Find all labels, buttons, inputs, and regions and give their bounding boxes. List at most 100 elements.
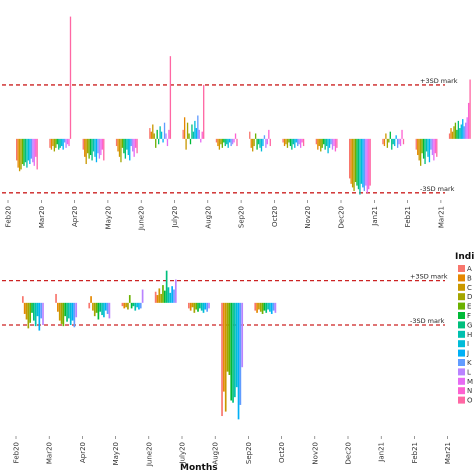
bar bbox=[231, 138, 234, 145]
bar bbox=[156, 129, 158, 139]
bar bbox=[92, 138, 95, 152]
bar bbox=[237, 302, 240, 420]
bar bbox=[415, 138, 417, 150]
bar bbox=[75, 302, 78, 318]
bar bbox=[189, 302, 192, 311]
bar bbox=[321, 138, 323, 148]
bar bbox=[194, 120, 196, 139]
bar bbox=[108, 302, 111, 319]
bar bbox=[120, 138, 122, 163]
bar bbox=[396, 138, 399, 148]
bar bbox=[274, 302, 277, 313]
bar bbox=[150, 131, 152, 139]
bar bbox=[66, 138, 69, 145]
x-tick-label: Sep20 bbox=[245, 442, 253, 464]
bar bbox=[24, 138, 27, 163]
bar bbox=[259, 302, 262, 312]
bar bbox=[265, 138, 267, 148]
bar bbox=[87, 138, 89, 154]
x-tick-label: Feb21 bbox=[404, 206, 412, 227]
bar bbox=[126, 138, 128, 150]
bar bbox=[221, 138, 223, 148]
bar bbox=[66, 302, 68, 322]
reference-line-label: +3SD mark bbox=[420, 77, 458, 85]
bar bbox=[422, 138, 425, 159]
bar bbox=[134, 138, 137, 148]
bar bbox=[430, 138, 432, 150]
bar bbox=[202, 302, 205, 313]
bar bbox=[456, 129, 458, 139]
bar bbox=[234, 302, 236, 398]
bar bbox=[453, 126, 455, 139]
bar bbox=[91, 138, 93, 161]
x-tick-label: Dec20 bbox=[338, 206, 346, 228]
bar bbox=[193, 302, 196, 313]
bar bbox=[169, 56, 172, 139]
bar bbox=[324, 138, 326, 150]
bar bbox=[395, 135, 397, 139]
bar bbox=[350, 138, 352, 184]
bar bbox=[229, 138, 231, 143]
legend-swatch bbox=[458, 312, 465, 319]
bar bbox=[36, 138, 38, 170]
bar bbox=[466, 117, 468, 139]
bar bbox=[457, 120, 460, 139]
bar bbox=[90, 296, 92, 303]
bar bbox=[386, 138, 389, 148]
bar bbox=[220, 138, 222, 145]
bar bbox=[98, 138, 101, 159]
bar bbox=[232, 302, 234, 403]
bar bbox=[265, 302, 268, 313]
legend-swatch bbox=[458, 368, 465, 376]
bar bbox=[52, 138, 54, 147]
bar bbox=[292, 138, 294, 145]
bar bbox=[68, 138, 70, 147]
x-tick-label: June20 bbox=[138, 206, 146, 231]
bar bbox=[101, 302, 103, 316]
bar bbox=[369, 138, 371, 186]
bar bbox=[30, 138, 32, 159]
legend-swatch bbox=[458, 359, 465, 366]
x-tick-label: Oct20 bbox=[271, 206, 279, 227]
bar bbox=[188, 133, 190, 139]
x-tick-label: Dec20 bbox=[345, 442, 353, 464]
bar bbox=[398, 138, 400, 145]
bar bbox=[195, 302, 198, 310]
bar bbox=[450, 128, 452, 139]
bar bbox=[331, 138, 334, 150]
legend-label: K bbox=[467, 359, 472, 367]
bar bbox=[36, 302, 39, 317]
bar bbox=[95, 138, 98, 163]
bar bbox=[258, 302, 260, 310]
legend-swatch bbox=[458, 274, 465, 282]
bar bbox=[130, 302, 133, 309]
bar bbox=[282, 138, 284, 143]
bar bbox=[257, 138, 260, 145]
bar bbox=[263, 302, 266, 311]
bar bbox=[200, 138, 202, 143]
bar bbox=[254, 302, 257, 311]
bar bbox=[300, 138, 302, 148]
bar bbox=[38, 302, 41, 331]
bar bbox=[55, 138, 57, 148]
bar bbox=[392, 138, 394, 145]
bar bbox=[460, 124, 462, 139]
legend-label: N bbox=[467, 387, 472, 395]
bar bbox=[301, 138, 303, 143]
x-tick-label: May20 bbox=[104, 206, 112, 229]
bar bbox=[64, 302, 67, 317]
bar bbox=[104, 302, 107, 311]
bar bbox=[95, 302, 98, 313]
bar bbox=[152, 124, 154, 139]
bar bbox=[295, 138, 297, 143]
bar bbox=[40, 302, 43, 319]
bar bbox=[425, 138, 428, 152]
chart-panel-top: +3SD mark -3SD mark Feb20 Mar20 Apr20 May20 Ju… bbox=[2, 16, 471, 231]
bar bbox=[55, 293, 57, 303]
bar bbox=[463, 126, 465, 139]
bar bbox=[272, 302, 275, 311]
bar bbox=[227, 138, 229, 148]
bar bbox=[399, 138, 402, 147]
bar bbox=[234, 133, 237, 139]
